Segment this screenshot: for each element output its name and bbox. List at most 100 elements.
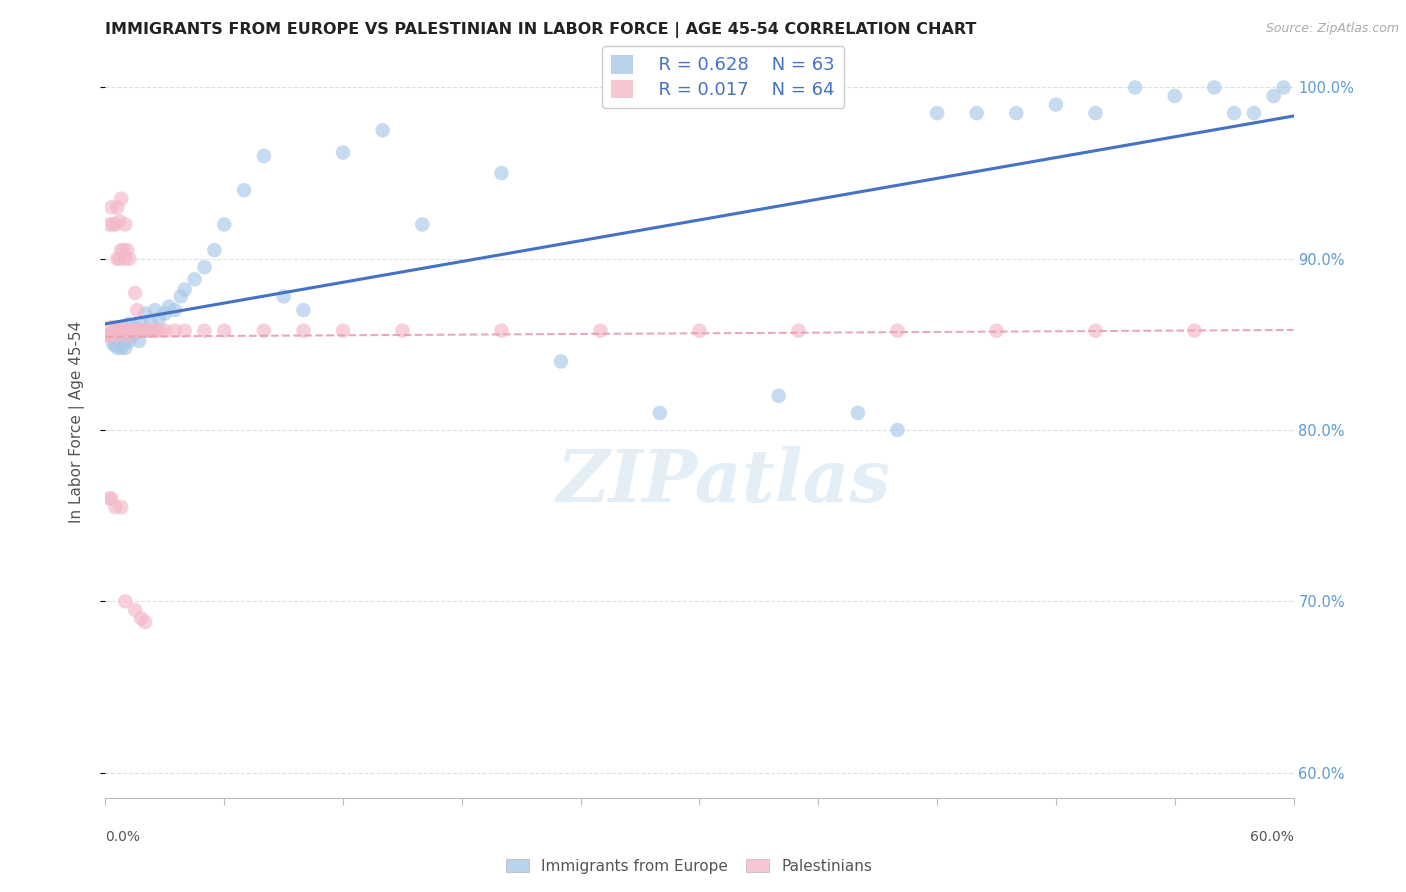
Point [491, 324, 513, 338]
Point [104, 328, 127, 343]
Point [193, 260, 215, 275]
Point [104, 500, 127, 515]
Point [115, 328, 138, 343]
Point [134, 324, 156, 338]
Point [103, 337, 125, 351]
Point [163, 303, 186, 318]
Point [391, 324, 413, 338]
Point [100, 200, 122, 214]
Point [689, 324, 711, 338]
Point [108, 324, 131, 338]
Point [886, 423, 908, 437]
Point [115, 243, 138, 257]
Point [115, 324, 138, 338]
Point [214, 324, 236, 338]
Point [114, 341, 136, 355]
Point [1263, 89, 1285, 103]
Point [589, 324, 612, 338]
Point [114, 324, 136, 338]
Point [886, 324, 908, 338]
Point [118, 334, 141, 348]
Point [112, 320, 135, 334]
Point [173, 283, 195, 297]
Point [332, 324, 354, 338]
Point [925, 106, 948, 120]
Legend:   R = 0.628    N = 63,   R = 0.017    N = 64: R = 0.628 N = 63, R = 0.017 N = 64 [602, 46, 844, 108]
Point [138, 324, 160, 338]
Text: Source: ZipAtlas.com: Source: ZipAtlas.com [1265, 22, 1399, 36]
Point [105, 252, 128, 266]
Point [332, 145, 354, 160]
Point [253, 324, 276, 338]
Text: 60.0%: 60.0% [1250, 830, 1294, 844]
Point [292, 303, 315, 318]
Point [143, 303, 166, 318]
Text: 0.0%: 0.0% [105, 830, 141, 844]
Point [120, 324, 142, 338]
Point [103, 324, 125, 338]
Point [1204, 80, 1226, 95]
Point [153, 307, 176, 321]
Point [132, 324, 155, 338]
Point [100, 328, 122, 343]
Point [157, 300, 180, 314]
Point [112, 324, 135, 338]
Point [120, 324, 142, 338]
Point [100, 320, 122, 334]
Point [114, 328, 136, 343]
Point [112, 243, 135, 257]
Point [114, 252, 136, 266]
Point [108, 214, 131, 228]
Point [138, 324, 160, 338]
Point [846, 406, 869, 420]
Point [118, 252, 141, 266]
Point [105, 341, 128, 355]
Text: IMMIGRANTS FROM EUROPE VS PALESTINIAN IN LABOR FORCE | AGE 45-54 CORRELATION CHA: IMMIGRANTS FROM EUROPE VS PALESTINIAN IN… [105, 22, 977, 38]
Point [127, 303, 149, 318]
Point [108, 334, 131, 348]
Point [148, 311, 170, 326]
Point [124, 324, 146, 338]
Point [1272, 80, 1295, 95]
Point [134, 615, 156, 629]
Y-axis label: In Labor Force | Age 45-54: In Labor Force | Age 45-54 [69, 320, 84, 523]
Point [1243, 106, 1265, 120]
Point [648, 406, 671, 420]
Point [183, 272, 205, 286]
Point [1184, 324, 1206, 338]
Point [104, 337, 127, 351]
Point [142, 324, 165, 338]
Point [986, 324, 1008, 338]
Point [122, 328, 145, 343]
Point [1084, 324, 1107, 338]
Point [105, 200, 128, 214]
Point [110, 192, 132, 206]
Point [98, 328, 121, 343]
Point [110, 500, 132, 515]
Point [118, 317, 141, 331]
Point [1123, 80, 1146, 95]
Point [787, 324, 810, 338]
Point [103, 218, 125, 232]
Point [273, 289, 295, 303]
Point [124, 603, 146, 617]
Point [112, 337, 135, 351]
Text: ZIPatlas: ZIPatlas [557, 446, 890, 517]
Point [129, 324, 152, 338]
Point [129, 611, 152, 625]
Point [124, 285, 146, 300]
Point [110, 324, 132, 338]
Point [98, 491, 121, 506]
Point [129, 317, 152, 331]
Point [122, 324, 145, 338]
Point [108, 252, 131, 266]
Legend: Immigrants from Europe, Palestinians: Immigrants from Europe, Palestinians [499, 853, 879, 880]
Point [1045, 97, 1067, 112]
Point [153, 324, 176, 338]
Point [127, 324, 149, 338]
Point [118, 324, 141, 338]
Point [1005, 106, 1028, 120]
Point [110, 328, 132, 343]
Point [124, 320, 146, 334]
Point [134, 307, 156, 321]
